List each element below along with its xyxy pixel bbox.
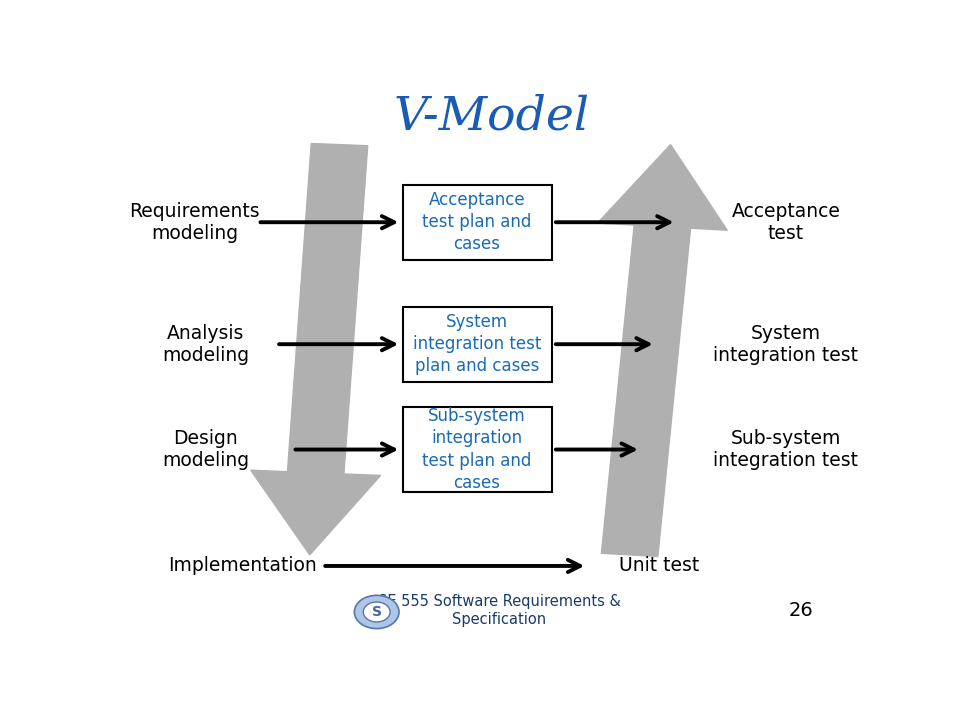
Text: V-Model: V-Model	[394, 94, 590, 140]
Text: Implementation: Implementation	[168, 557, 317, 575]
Circle shape	[363, 602, 390, 622]
FancyBboxPatch shape	[403, 407, 551, 492]
Polygon shape	[251, 143, 380, 555]
Text: Analysis
modeling: Analysis modeling	[162, 324, 250, 365]
Text: Acceptance
test: Acceptance test	[732, 202, 840, 243]
Text: S: S	[372, 605, 382, 619]
FancyBboxPatch shape	[403, 185, 551, 260]
Text: Unit test: Unit test	[619, 557, 700, 575]
Text: Design
modeling: Design modeling	[162, 429, 250, 470]
Polygon shape	[597, 145, 728, 557]
Text: SE 555 Software Requirements &
Specification: SE 555 Software Requirements & Specifica…	[378, 593, 621, 627]
Text: System
integration test: System integration test	[713, 324, 858, 365]
Text: Acceptance
test plan and
cases: Acceptance test plan and cases	[422, 191, 532, 253]
Text: Requirements
modeling: Requirements modeling	[129, 202, 260, 243]
Text: Sub-system
integration test: Sub-system integration test	[713, 429, 858, 470]
Text: System
integration test
plan and cases: System integration test plan and cases	[413, 313, 541, 375]
Text: Sub-system
integration
test plan and
cases: Sub-system integration test plan and cas…	[422, 408, 532, 492]
Text: 26: 26	[788, 600, 813, 620]
Circle shape	[354, 595, 399, 629]
FancyBboxPatch shape	[403, 307, 551, 382]
